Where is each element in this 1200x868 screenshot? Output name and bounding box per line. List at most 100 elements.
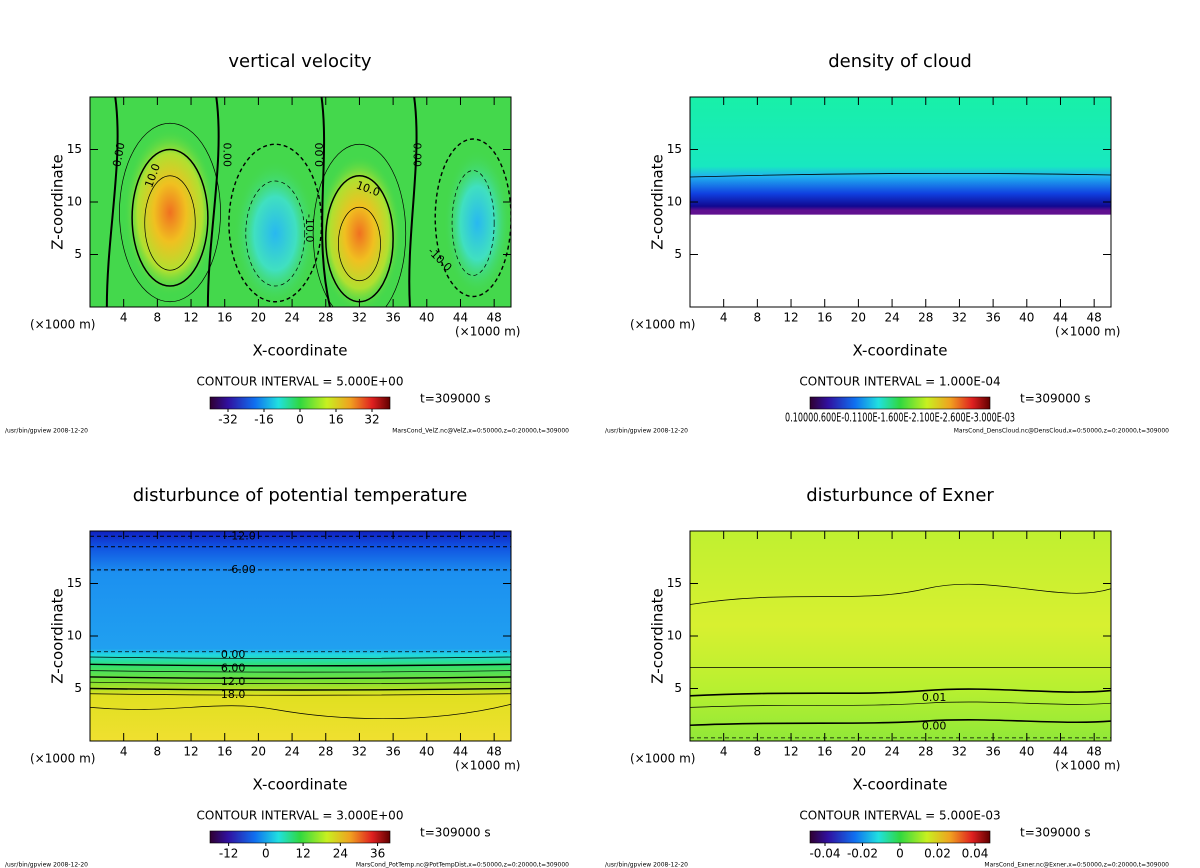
x-tick-label: 36 [385,745,400,759]
x-tick-label: 40 [419,311,434,325]
footer-right: MarsCond_Exner.nc@Exner,x=0:50000,z=0:20… [984,862,1169,868]
footer-right: MarsCond_PotTemp.nc@PotTempDist,x=0:5000… [356,862,569,868]
x-unit: (×1000 m) [30,752,95,766]
contour-line [338,206,381,282]
y-tick-label: 15 [667,142,682,156]
contour-label: 0.00 [221,648,246,661]
x-tick-label: 36 [385,311,400,325]
contour-line [131,148,209,287]
colorbar-tick-label: 16 [328,413,343,427]
x-tick-label: 44 [453,745,468,759]
x-tick-label: 8 [154,745,162,759]
contour-line [119,122,221,303]
contour-line [90,663,511,667]
colorbar-tick-label: -0.02 [847,847,878,861]
colorbar [809,396,991,410]
x-tick-label: 48 [1087,311,1102,325]
x-unit: (×1000 m) [455,325,520,339]
y-tick-label: 5 [674,247,682,261]
y-tick-label: 5 [674,681,682,695]
contour-label: 18.0 [221,688,246,701]
zero-contour [105,97,119,307]
contour-interval: CONTOUR INTERVAL = 5.000E+00 [197,375,404,389]
colorbar-tick-label: -0.04 [809,847,840,861]
contour-label: 0.01 [922,691,947,704]
blob [317,154,402,307]
contour-interval: CONTOUR INTERVAL = 3.000E+00 [197,809,404,823]
x-tick-label: 44 [453,311,468,325]
contour-line [90,656,511,659]
zero-contour [408,97,418,307]
contour-label: 6.00 [221,662,246,675]
plot-area [90,531,511,741]
x-tick-label: 40 [1019,311,1034,325]
x-tick-label: 32 [952,745,967,759]
x-tick-label: 16 [817,745,832,759]
x-tick-label: 32 [952,311,967,325]
y-tick-label: 10 [67,195,82,209]
field [90,531,511,741]
contour-line [690,719,1111,727]
blob [443,149,511,297]
contour-interval: CONTOUR INTERVAL = 1.000E-04 [799,375,1000,389]
contour-line [90,693,511,696]
time-label: t=309000 s [1020,826,1091,840]
x-tick-label: 20 [251,311,266,325]
x-tick-label: 32 [352,311,367,325]
x-unit: (×1000 m) [630,752,695,766]
x-axis-label: X-coordinate [253,776,348,794]
x-tick-label: 24 [284,311,299,325]
x-tick-label: 44 [1053,311,1068,325]
contour-line [90,687,511,691]
contour-line [690,583,1111,605]
colorbar-tick-label: -16 [254,413,274,427]
y-tick-label: 15 [67,142,82,156]
contour-line [144,175,196,271]
footer-left: /usr/bin/gpview 2008-12-20 [5,862,88,868]
chart-title: disturbunce of potential temperature [133,485,468,506]
x-tick-label: 16 [817,311,832,325]
colorbar-tick-label: -32 [218,413,238,427]
x-tick-label: 44 [1053,745,1068,759]
x-unit: (×1000 m) [30,318,95,332]
x-tick-label: 24 [884,311,899,325]
footer-right: MarsCond_VelZ.nc@VelZ,x=0:50000,z=0:2000… [392,428,569,435]
y-axis-label: Z-coordinate [649,588,667,683]
panel: disturbunce of potential temperature -12.… [5,485,569,868]
colorbar-label: 0.10000.600E-0.1100E-1.600E-2.100E-2.600… [785,411,1015,425]
x-tick-label: 16 [217,311,232,325]
y-axis-label: Z-coordinate [649,154,667,249]
x-tick-label: 12 [183,311,198,325]
x-tick-label: 28 [918,311,933,325]
x-tick-label: 36 [985,311,1000,325]
x-unit: (×1000 m) [630,318,695,332]
x-unit: (×1000 m) [455,759,520,773]
colorbar-tick-label: -12 [219,847,239,861]
x-axis-label: X-coordinate [253,342,348,360]
x-tick-label: 12 [783,311,798,325]
contour-line [90,676,511,680]
contour-label: 12.0 [221,675,246,688]
colorbar-tick-label: 36 [370,847,385,861]
plot-area [690,97,1111,307]
x-tick-label: 12 [183,745,198,759]
x-tick-label: 48 [1087,745,1102,759]
contour-label: 0.00 [313,143,326,168]
time-label: t=309000 s [420,392,491,406]
chart-title: density of cloud [828,51,972,72]
chart-title: disturbunce of Exner [806,485,994,506]
x-axis-label: X-coordinate [853,342,948,360]
colorbar-tick-label: 32 [364,413,379,427]
x-tick-label: 12 [783,745,798,759]
x-tick-label: 32 [352,745,367,759]
colorbar-tick-label: 0.02 [924,847,951,861]
x-tick-label: 20 [251,745,266,759]
time-label: t=309000 s [1020,392,1091,406]
colorbar-tick-label: 0 [896,847,904,861]
colorbar-tick-label: 12 [295,847,310,861]
y-tick-label: 5 [74,681,82,695]
zero-contour [206,97,220,307]
contour-line [451,170,495,276]
x-tick-label: 24 [284,745,299,759]
